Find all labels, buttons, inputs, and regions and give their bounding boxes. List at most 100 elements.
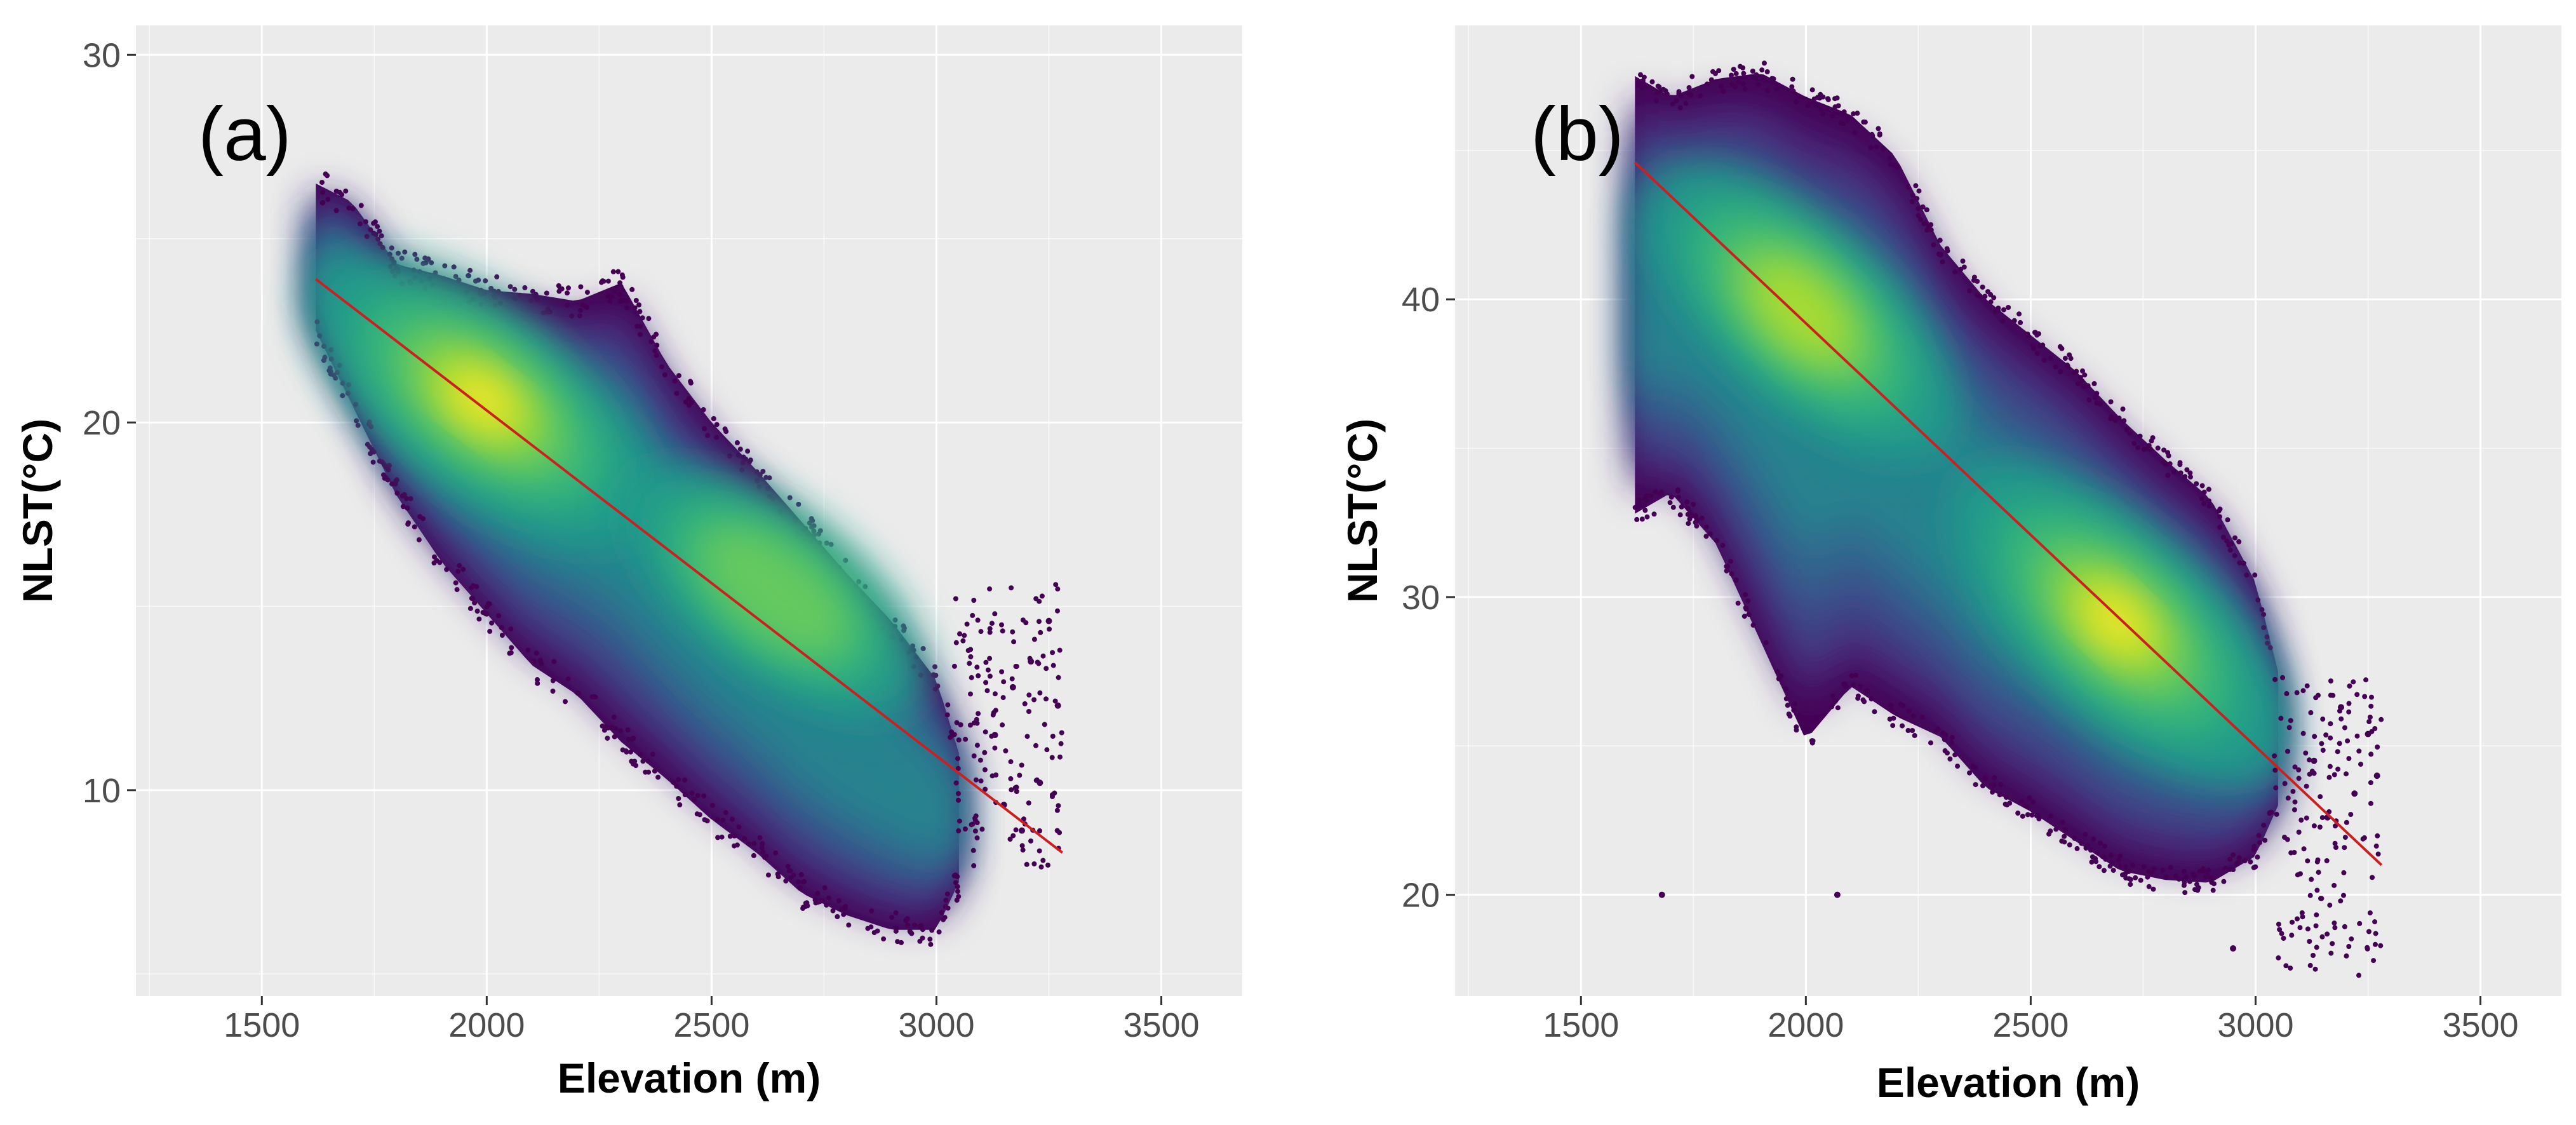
panel-b-edge-point: [1716, 68, 1722, 74]
panel-b-edge-point: [2160, 868, 2166, 873]
panel-b-edge-point: [2150, 886, 2156, 892]
panel-b-tail-point: [2356, 973, 2361, 978]
panel-a-edge-point: [470, 596, 476, 602]
panel-a-y-tick-label: 20: [83, 404, 121, 442]
panel-b-edge-point: [1997, 792, 2002, 798]
panel-a-edge-point: [426, 256, 431, 262]
panel-b-edge-point: [1996, 308, 2001, 314]
panel-b-edge-point: [1931, 242, 1936, 248]
panel-b-tail-point: [2367, 910, 2373, 916]
panel-b-edge-point: [2256, 833, 2262, 839]
panel-b-edge-point: [2080, 368, 2085, 374]
panel-a-edge-point: [773, 850, 779, 856]
panel-b-edge-point: [2188, 474, 2193, 480]
panel-b-edge-point: [1973, 782, 1978, 788]
panel-b-edge-point: [2237, 560, 2243, 566]
panel-b-edge-point: [2261, 625, 2267, 631]
panel-a-edge-point: [603, 724, 608, 730]
panel-b-edge-point: [1685, 511, 1691, 517]
panel-a-edge-point: [323, 171, 328, 177]
panel-a-edge-point: [701, 793, 707, 799]
panel-a-tail-point: [970, 612, 976, 618]
panel-a-edge-point: [695, 793, 701, 798]
panel-a-edge-point: [751, 852, 756, 858]
panel-b-edge-point: [2128, 882, 2133, 887]
panel-b-outliers: [1658, 675, 2384, 978]
panel-a-edge-point: [460, 567, 466, 572]
panel-b-tail-point: [2372, 919, 2378, 925]
panel-a-edge-point: [420, 516, 426, 522]
panel-b-edge-point: [1746, 612, 1752, 617]
panel-b-tail-point: [2371, 958, 2377, 964]
panel-b-edge-point: [2016, 311, 2022, 317]
panel-a-tail-point: [1007, 837, 1013, 842]
panel-b-edge-point: [2184, 467, 2190, 473]
panel-b-tail-point: [2276, 955, 2281, 960]
panel-b-tail-point: [2368, 800, 2373, 806]
panel-b-tail-point: [2375, 833, 2380, 839]
panel-a-edge-point: [608, 294, 614, 300]
panel-b-edge-point: [1967, 288, 1972, 293]
panel-a-edge-point: [928, 941, 934, 947]
panel-b-edge-point: [1677, 105, 1683, 111]
panel-b-edge-point: [1677, 512, 1683, 518]
panel-a-edge-point: [565, 676, 571, 682]
panel-b-tail-point: [2277, 927, 2283, 933]
panel-b-edge-point: [2182, 474, 2188, 480]
panel-b-edge-point: [2232, 535, 2237, 541]
panel-b-edge-point: [2074, 845, 2080, 851]
panel-a-edge-point: [722, 426, 728, 432]
panel-b-edge-point: [1913, 183, 1919, 189]
panel-b-edge-point: [1905, 728, 1911, 733]
panel-a-edge-point: [705, 433, 711, 438]
panel-b-tail-point: [2331, 920, 2337, 926]
panel-a-edge-point: [394, 477, 399, 483]
panel-b-edge-point: [1708, 77, 1714, 83]
panel-b-edge-point: [2161, 459, 2167, 465]
panel-b-edge-point: [2236, 859, 2242, 865]
panel-a-tail-point: [969, 822, 974, 828]
panel-a-edge-point: [412, 252, 418, 257]
panel-a-edge-point: [662, 372, 667, 378]
panel-b-edge-point: [2006, 305, 2011, 310]
panel-a-edge-point: [484, 604, 490, 610]
panel-a-edge-point: [787, 495, 793, 501]
panel-b-tail-point: [2378, 717, 2384, 722]
panel-b-edge-point: [2181, 868, 2187, 874]
panel-a-edge-point: [325, 196, 331, 202]
panel-a-edge-point: [404, 496, 410, 501]
panel-b-tail-point: [2347, 684, 2352, 689]
panel-b-edge-point: [1686, 506, 1691, 511]
panel-a-edge-point: [893, 928, 899, 934]
panel-a-edge-point: [714, 817, 720, 823]
panel-a-edge-point: [346, 205, 352, 211]
panel-b-edge-point: [2194, 481, 2199, 487]
panel-b-edge-point: [2149, 438, 2154, 443]
panel-a-tail-point: [1027, 656, 1033, 661]
panel-b-tail-point: [2375, 744, 2380, 750]
panel-b-tail-point: [2373, 931, 2378, 936]
panel-b-edge-point: [2210, 887, 2216, 893]
panel-a-edge-point: [737, 447, 743, 452]
panel-b-edge-point: [1928, 740, 1933, 746]
panel-b-tail-point: [2346, 944, 2352, 949]
panel-a-edge-point: [932, 664, 937, 670]
panel-b-edge-point: [2138, 877, 2143, 883]
panel-a-edge-point: [451, 264, 457, 270]
panel-b-edge-point: [1967, 770, 1972, 776]
panel-a-tail-point: [1056, 675, 1061, 680]
panel-b-edge-point: [2126, 869, 2131, 874]
panel-b-edge-point: [2131, 441, 2137, 446]
panel-b-edge-point: [2098, 840, 2103, 846]
panel-b: 1500 2000 2500 3000 3500 20 30 40 (b) Elevatio…: [1339, 25, 2561, 1106]
panel-a-edge-point: [939, 910, 944, 915]
panel-b-edge-point: [2048, 355, 2054, 361]
panel-a-edge-point: [389, 245, 394, 251]
panel-b-tail-point: [2316, 870, 2321, 875]
panel-b-edge-point: [1863, 689, 1868, 694]
panel-b-tail-point: [2326, 774, 2332, 780]
panel-a-edge-point: [379, 233, 384, 239]
panel-a-edge-point: [469, 585, 474, 591]
panel-b-edge-point: [1915, 206, 1921, 212]
panel-b-edge-point: [1795, 94, 1801, 99]
